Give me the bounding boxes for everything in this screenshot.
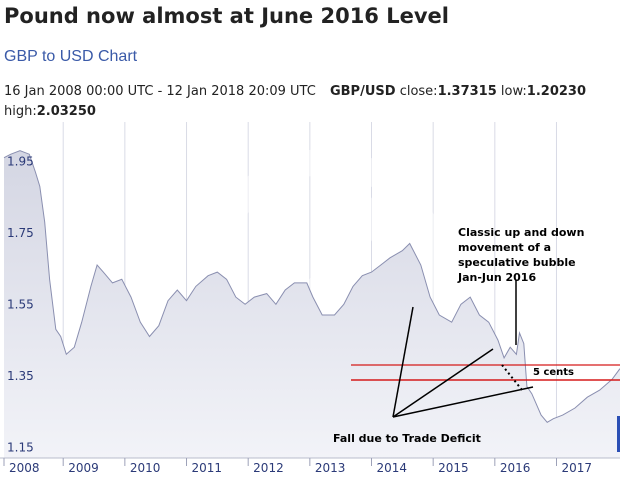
- x-tick-label: 2012: [253, 461, 284, 475]
- x-tick-label: 2013: [315, 461, 346, 475]
- x-tick-label: 2015: [438, 461, 469, 475]
- y-tick-label: 1.55: [7, 297, 34, 311]
- fall-line-3: [392, 386, 534, 418]
- y-axis: 1.15 1.35 1.55 1.75 1.95: [7, 154, 34, 454]
- y-tick-label: 1.95: [7, 154, 34, 168]
- close-label: close:: [399, 84, 438, 99]
- dotted-pointer: [501, 364, 523, 391]
- currency-pair: GBP/USD: [329, 84, 396, 99]
- x-tick-label: 2014: [377, 461, 408, 475]
- gap-label: 5 cents: [533, 367, 574, 378]
- high-value: 2.03250: [36, 104, 96, 119]
- y-tick-label: 1.15: [7, 440, 34, 454]
- gbp-usd-chart[interactable]: 1.15 1.35 1.55 1.75 1.95 2008 2009 2010 2011 201…: [0, 122, 620, 488]
- close-value: 1.37315: [437, 84, 497, 99]
- x-tick-label: 2009: [68, 461, 99, 475]
- x-tick-label: 2008: [9, 461, 40, 475]
- fall-annotation: Fall due to Trade Deficit: [333, 432, 481, 445]
- scroll-handle[interactable]: [617, 416, 620, 452]
- x-tick-label: 2010: [130, 461, 161, 475]
- bubble-annotation: Classic up and down movement of a specul…: [457, 226, 588, 284]
- page-title: Pound now almost at June 2016 Level: [4, 4, 449, 28]
- x-tick-label: 2017: [561, 461, 592, 475]
- y-tick-label: 1.35: [7, 369, 34, 383]
- low-value: 1.20230: [526, 84, 587, 99]
- chart-info: 16 Jan 2008 00:00 UTC - 12 Jan 2018 20:0…: [4, 82, 616, 122]
- low-label: low:: [500, 84, 527, 99]
- date-range: 16 Jan 2008 00:00 UTC - 12 Jan 2018 20:0…: [4, 84, 316, 99]
- fall-line-1: [392, 306, 414, 418]
- x-tick-label: 2016: [500, 461, 531, 475]
- price-area: [4, 150, 620, 458]
- x-tick-label: 2011: [192, 461, 223, 475]
- price-line: [3, 150, 620, 423]
- y-tick-label: 1.75: [7, 226, 34, 240]
- fall-line-2: [392, 348, 494, 418]
- chart-subtitle: GBP to USD Chart: [4, 48, 138, 65]
- high-label: high:: [4, 104, 37, 119]
- x-axis: 2008 2009 2010 2011 2012 2013 2014 2015 2016 2017: [0, 457, 620, 475]
